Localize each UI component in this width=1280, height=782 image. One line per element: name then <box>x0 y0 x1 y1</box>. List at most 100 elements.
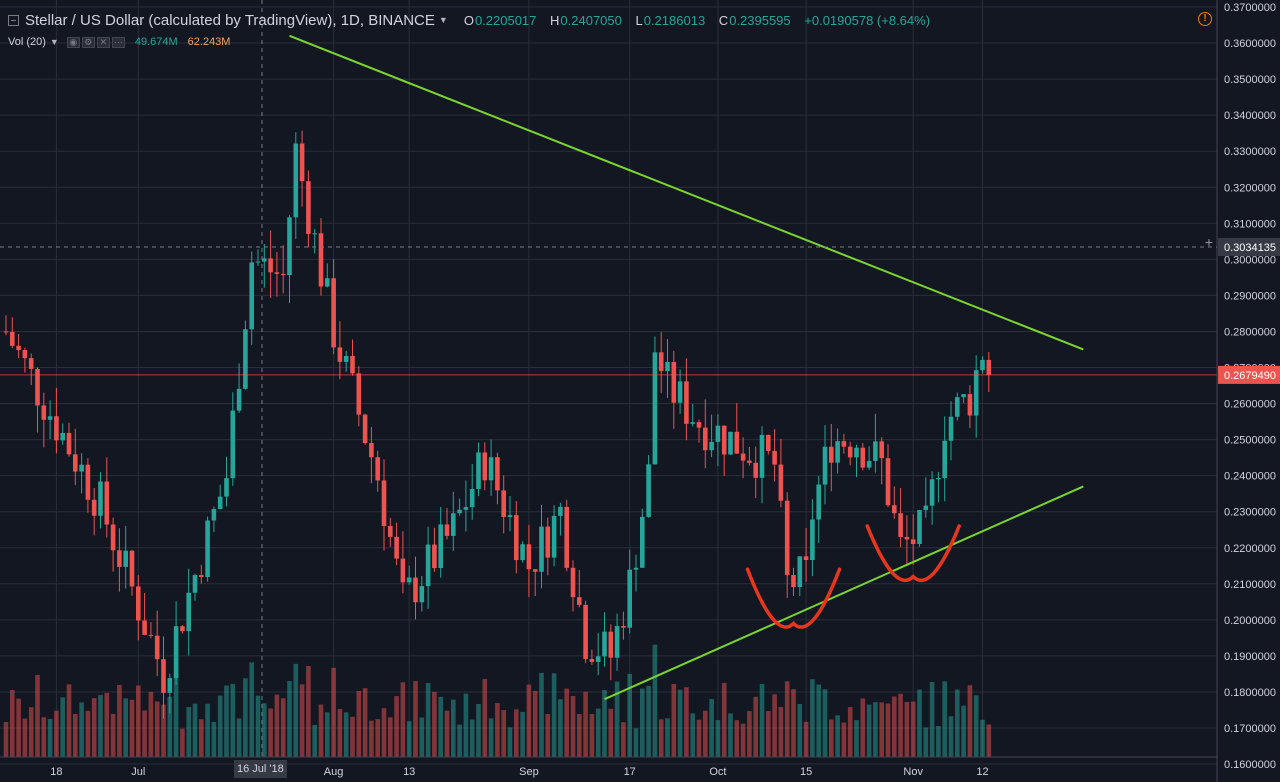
candle-body <box>640 516 645 568</box>
volume-bar <box>715 720 721 757</box>
volume-bar <box>608 708 614 757</box>
volume-bar <box>388 717 393 757</box>
candle-body <box>854 447 859 458</box>
volume-bar <box>778 706 784 757</box>
volume-bar <box>469 719 475 757</box>
candle-body <box>772 450 777 465</box>
collapse-icon[interactable] <box>8 14 19 26</box>
candle-body <box>217 496 223 510</box>
volume-bar <box>759 683 765 757</box>
volume-bar <box>873 702 878 757</box>
candle-body <box>627 569 632 628</box>
trendlines <box>289 34 1084 701</box>
volume-bar <box>173 672 179 757</box>
eye-icon[interactable]: ◉ <box>66 36 80 48</box>
candle-body <box>539 526 544 572</box>
crosshair-price-badge <box>1218 238 1280 257</box>
candle-body <box>476 452 481 489</box>
candle-body <box>110 524 116 551</box>
candle-body <box>369 443 374 458</box>
candle-body <box>646 464 651 517</box>
volume-bar <box>488 718 494 757</box>
candle-body <box>28 358 34 369</box>
volume-bar <box>734 720 740 757</box>
volume-bar <box>766 711 771 757</box>
time-tick-label: Jul <box>131 766 145 778</box>
right-cup-annotation <box>865 524 961 583</box>
settings-icon[interactable]: ⚙ <box>81 36 95 48</box>
volume-bar <box>879 702 884 757</box>
candle-body <box>394 536 399 559</box>
volume-bar <box>463 693 469 757</box>
volume-bar <box>967 685 973 757</box>
symbol-title[interactable]: Stellar / US Dollar (calculated by Tradi… <box>25 11 435 29</box>
plus-icon[interactable]: + <box>1204 234 1214 250</box>
candle-body <box>35 368 40 406</box>
volume-bar <box>375 719 380 757</box>
candle-body <box>173 626 179 679</box>
candle-body <box>236 388 242 411</box>
close-value: 0.2395595 <box>729 12 791 28</box>
volume-bar <box>318 704 324 757</box>
volume-value-a: 49.674M <box>134 36 178 48</box>
volume-bar <box>217 695 223 757</box>
candle-body <box>816 484 821 520</box>
volume-bar <box>564 688 569 757</box>
candle-body <box>287 217 292 276</box>
candle-body <box>16 345 21 351</box>
volume-bar <box>85 710 91 757</box>
candlesticks <box>3 130 992 719</box>
candle-body <box>331 278 336 348</box>
volume-bar <box>10 689 15 757</box>
volume-bar <box>910 701 916 757</box>
candle-body <box>469 488 475 508</box>
candle-body <box>262 258 267 262</box>
volume-bar <box>671 684 677 757</box>
candle-body <box>917 510 922 544</box>
candle-body <box>564 506 569 568</box>
volume-bar <box>41 717 47 757</box>
volume-bar <box>419 717 425 757</box>
volume-chevron-down-icon[interactable]: ▼ <box>49 37 59 47</box>
volume-bar <box>772 694 777 757</box>
high-key: H <box>550 12 560 28</box>
price-tick-label: 0.2900000 <box>1224 290 1276 302</box>
volume-bar <box>633 728 639 757</box>
volume-bar <box>747 711 752 757</box>
more-icon[interactable]: ⋯ <box>111 36 125 48</box>
volume-bar <box>400 682 406 757</box>
volume-bar <box>255 695 261 757</box>
volume-bar <box>482 679 488 757</box>
candle-body <box>192 575 198 593</box>
candle-body <box>268 258 273 273</box>
candle-body <box>973 370 979 416</box>
candle-body <box>444 524 450 536</box>
candle-body <box>715 425 721 442</box>
volume-bar <box>904 701 910 757</box>
alert-icon[interactable]: ! <box>1198 12 1212 26</box>
candle-body <box>117 550 122 567</box>
candle-body <box>211 509 217 521</box>
candle-body <box>608 631 614 658</box>
time-axis[interactable]: 18 Jul Aug 13 Sep 17 Oct 15 Nov 12 <box>0 756 1217 778</box>
volume-bar <box>797 704 803 757</box>
low-key: L <box>635 12 643 28</box>
volume-bar <box>331 667 336 757</box>
chevron-down-icon[interactable]: ▼ <box>438 15 448 25</box>
candle-body <box>10 331 15 346</box>
time-tick-label: Nov <box>903 766 923 778</box>
volume-bar <box>980 719 985 757</box>
volume-bar <box>829 719 834 757</box>
volume-bar <box>280 698 286 757</box>
volume-bar <box>784 681 790 757</box>
delete-icon[interactable]: ✕ <box>96 36 110 48</box>
volume-bar <box>791 689 796 757</box>
annotations <box>745 524 961 629</box>
volume-bar <box>885 703 891 757</box>
volume-label[interactable]: Vol (20) <box>8 36 46 48</box>
price-axis[interactable]: 0.3700000 0.3600000 0.3500000 0.3400000 0.33… <box>1216 0 1280 782</box>
candle-body <box>747 460 752 463</box>
candle-body <box>161 659 166 693</box>
volume-bar <box>753 696 758 757</box>
